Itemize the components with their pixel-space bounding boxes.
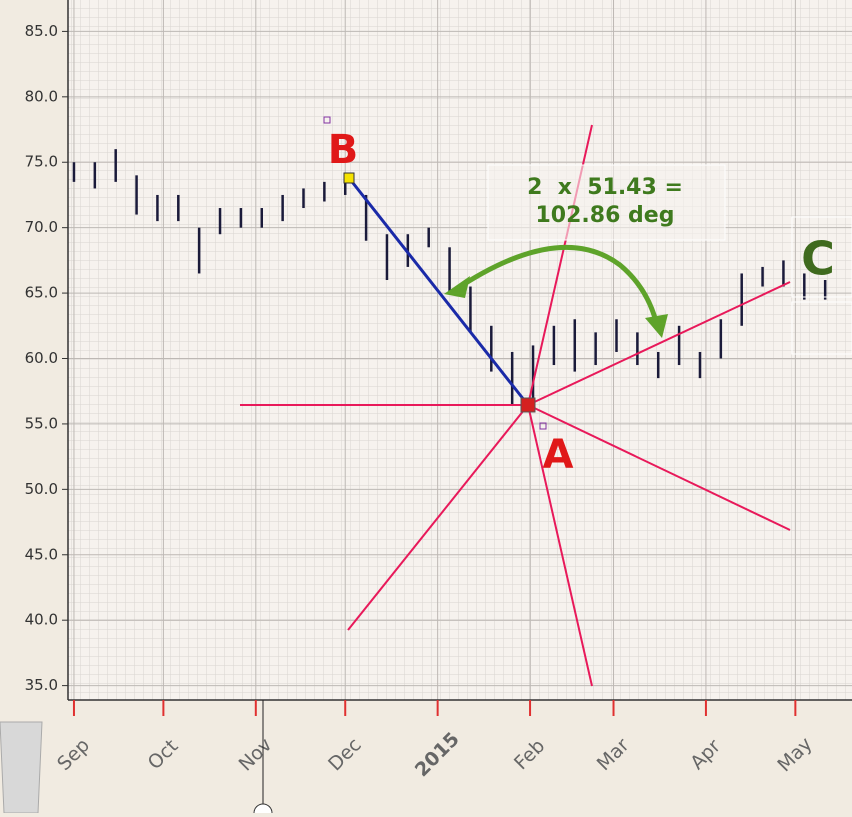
- y-tick-label: 35.0: [25, 676, 58, 694]
- y-tick-label: 60.0: [25, 349, 58, 367]
- y-tick-label: 85.0: [25, 22, 58, 40]
- y-tick-label: 70.0: [25, 218, 58, 236]
- trash-icon: [0, 721, 43, 814]
- y-tick-label: 40.0: [25, 611, 58, 629]
- point-label: B: [328, 127, 359, 173]
- fan-line: [527, 281, 791, 406]
- y-tick-label: 55.0: [25, 414, 58, 432]
- y-tick-label: 45.0: [25, 545, 58, 563]
- handle: [539, 422, 547, 430]
- point-label: C: [801, 232, 835, 286]
- anchor-a: [520, 397, 536, 413]
- y-tick-label: 50.0: [25, 480, 58, 498]
- anchor-b: [343, 172, 355, 184]
- y-tick-label: 75.0: [25, 153, 58, 171]
- angle-note: 2 x 51.43 =: [527, 175, 683, 200]
- fan-line: [527, 404, 791, 531]
- arrow-head: [645, 314, 668, 338]
- minor-grid: [68, 0, 852, 700]
- price-bars: [72, 149, 827, 405]
- y-tick-label: 65.0: [25, 284, 58, 302]
- arrow-head: [444, 276, 470, 298]
- fan-line: [527, 404, 593, 687]
- note-box: [791, 216, 852, 298]
- handle: [323, 116, 331, 124]
- note-box: [487, 164, 726, 241]
- angle-arc: [453, 245, 661, 331]
- note-box: [791, 301, 852, 355]
- point-label: A: [543, 432, 574, 478]
- y-tick-label: 80.0: [25, 87, 58, 105]
- trend-line: [347, 177, 530, 406]
- fan-line: [347, 404, 529, 631]
- angle-note: 102.86 deg: [536, 203, 675, 228]
